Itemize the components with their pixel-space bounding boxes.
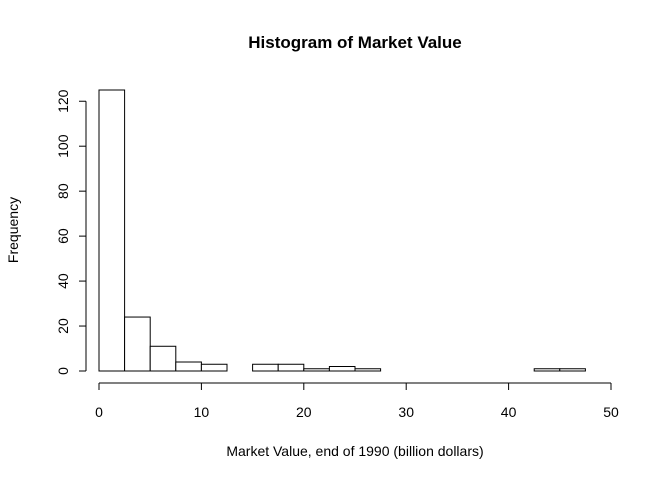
x-tick-label-0: 0 [95,404,103,420]
histogram-bar-4 [200,363,228,372]
histogram-bar-6 [252,363,279,372]
y-tick-label-4: 80 [55,183,71,199]
histogram-bar-9 [328,366,356,372]
histogram-bar-10 [354,368,382,372]
histogram-bar-18 [559,368,586,372]
histogram-bar-7 [277,363,305,372]
histogram-bar-3 [175,361,202,372]
histogram-bar-2 [149,345,177,372]
x-tick-label-3: 30 [398,404,414,420]
x-tick-label-2: 20 [296,404,312,420]
x-tick-label-1: 10 [194,404,210,420]
x-tick-label-5: 50 [603,404,619,420]
y-axis-label: Frequency [5,197,21,263]
x-axis: 0 10 20 30 40 50 [95,382,619,420]
y-tick-label-1: 20 [55,318,71,334]
histogram-bars [98,89,586,372]
x-tick-label-4: 40 [501,404,517,420]
x-axis-label: Market Value, end of 1990 (billion dolla… [226,443,483,459]
y-tick-label-3: 60 [55,228,71,244]
histogram-bar-0 [98,89,126,372]
histogram-bar-1 [124,316,151,372]
y-axis: 0 20 40 60 80 100 120 [55,89,87,375]
histogram-bar-8 [303,368,330,372]
y-tick-label-5: 100 [55,134,71,158]
chart-title: Histogram of Market Value [248,33,462,52]
y-tick-label-2: 40 [55,273,71,289]
y-tick-label-0: 0 [55,367,71,375]
y-tick-label-6: 120 [55,89,71,113]
histogram-bar-17 [533,368,561,372]
